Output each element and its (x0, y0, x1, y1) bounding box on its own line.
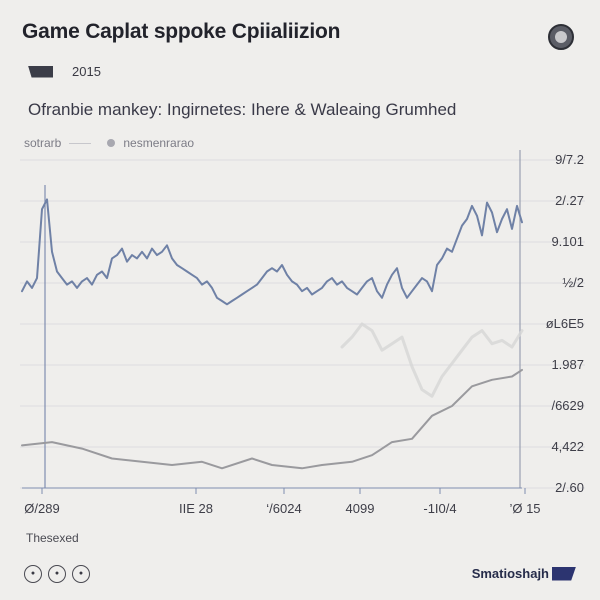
x-tick-label: IIE 28 (179, 501, 213, 516)
series-line-3 (340, 322, 524, 398)
circle-badge-icon: ● (48, 565, 66, 583)
brand-logo-icon (28, 65, 64, 78)
x-tick-label: -1I0/4 (423, 501, 456, 516)
legend-item-2: nesmenrarao (107, 136, 194, 150)
y-tick-label: ½/2 (562, 275, 584, 290)
y-tick-label: 2/.27 (555, 193, 584, 208)
y-tick-label: 1.987 (551, 357, 584, 372)
y-tick-label: 9.101 (551, 234, 584, 249)
x-tick-label: Ø/289 (24, 501, 59, 516)
footer-brand-name: Smatioshajh (471, 566, 549, 581)
legend-swatch-1 (69, 142, 92, 144)
brand-row: 2015 (28, 64, 101, 79)
x-tick-label: 4099 (346, 501, 375, 516)
footer-brand: Smatioshajh (472, 566, 576, 581)
series-line-2 (21, 368, 523, 470)
chart-legend: sotrarb nesmenrarao (24, 136, 194, 150)
x-tick-label: ‘/6024 (266, 501, 301, 516)
y-tick-label: øL6E5 (546, 316, 584, 331)
footer-label: Thesexed (26, 531, 79, 545)
emblem-icon (548, 24, 574, 50)
y-tick-label: 2/.60 (555, 480, 584, 495)
chart-subtitle: Ofranbie mankey: Ingirnetes: Ihere & Wal… (28, 100, 457, 119)
circle-badge-icon: ● (24, 565, 42, 583)
y-tick-label: 4,422 (551, 439, 584, 454)
circle-badge-icon: ● (72, 565, 90, 583)
y-tick-label: /6629 (551, 398, 584, 413)
legend-label-2: nesmenrarao (123, 136, 195, 150)
chart-title: Game Caplat sppoke Cpiialiizion (22, 20, 341, 43)
legend-label-1: sotrarb (24, 136, 62, 150)
series-line-1 (21, 198, 523, 306)
legend-swatch-2 (107, 139, 116, 147)
y-tick-label: 9/7.2 (555, 152, 584, 167)
brand-year: 2015 (72, 64, 101, 79)
footer-icons: ● ● ● (24, 565, 90, 583)
x-tick-label: ’Ø 15 (509, 501, 540, 516)
legend-item-1: sotrarb (24, 136, 92, 150)
flag-icon (552, 566, 576, 581)
